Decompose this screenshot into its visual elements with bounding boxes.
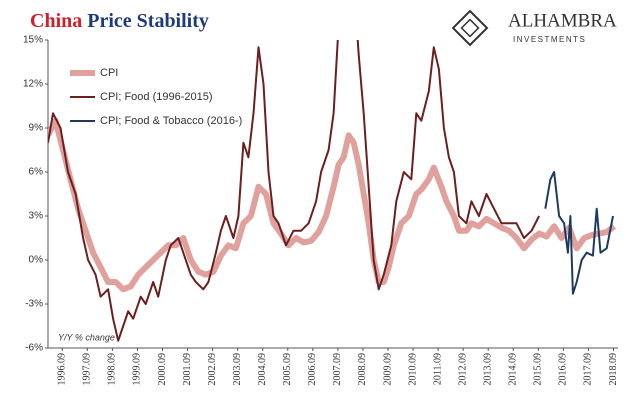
x-tick-label: 2010.09 <box>407 353 418 386</box>
x-tick-label: 2002.09 <box>207 353 218 386</box>
x-tick-label: 2004.09 <box>257 353 268 386</box>
logo-mark <box>451 9 489 47</box>
x-tick-label: 2007.09 <box>332 353 343 386</box>
x-tick-label: 2014.09 <box>508 353 519 386</box>
y-tick-label: -6% <box>25 343 43 354</box>
title-part: China <box>30 10 82 32</box>
y-tick-label: 3% <box>29 211 44 222</box>
x-tick-label: 2011.09 <box>432 353 443 385</box>
x-tick-label: 2015.09 <box>533 353 544 386</box>
x-tick-label: 2013.09 <box>483 353 494 386</box>
x-tick-label: 2001.09 <box>182 353 193 386</box>
x-tick-label: 2008.09 <box>357 353 368 386</box>
legend-label: CPI <box>100 67 118 79</box>
y-tick-label: 12% <box>23 79 43 90</box>
series-line <box>48 117 617 293</box>
title-part: Price Stability <box>87 10 209 32</box>
x-tick-label: 1997.09 <box>82 353 93 386</box>
x-tick-label: 2009.09 <box>382 353 393 386</box>
y-tick-label: 0% <box>29 255 44 266</box>
x-tick-label: 2000.09 <box>157 353 168 386</box>
plot-area <box>48 40 617 342</box>
logo-name: ALHAMBRA <box>508 10 617 31</box>
series-line <box>48 40 540 342</box>
x-tick-label: 2018.09 <box>608 353 619 386</box>
y-tick-label: 6% <box>29 167 44 178</box>
y-tick-label: 15% <box>23 35 43 46</box>
x-tick-label: 2003.09 <box>232 353 243 386</box>
logo: ALHAMBRA INVESTMENTS <box>451 9 617 47</box>
y-tick-label: -3% <box>25 299 43 310</box>
annotation: Y/Y % change <box>58 332 115 342</box>
legend-label: CPI; Food & Tobacco (2016-) <box>100 115 242 127</box>
y-tick-label: 9% <box>29 123 44 134</box>
series-line <box>544 171 614 295</box>
x-tick-label: 1998.09 <box>107 353 118 386</box>
x-tick-label: 1996.09 <box>57 353 68 386</box>
x-tick-label: 2006.09 <box>307 353 318 386</box>
x-tick-label: 2005.09 <box>282 353 293 386</box>
x-tick-label: 1999.09 <box>132 353 143 386</box>
chart-title: China Price Stability <box>30 10 209 32</box>
x-tick-label: 2016.09 <box>558 353 569 386</box>
logo-sub: INVESTMENTS <box>513 35 586 44</box>
x-tick-label: 2012.09 <box>457 353 468 386</box>
legend-label: CPI; Food (1996-2015) <box>100 91 213 103</box>
x-tick-label: 2017.09 <box>583 353 594 386</box>
